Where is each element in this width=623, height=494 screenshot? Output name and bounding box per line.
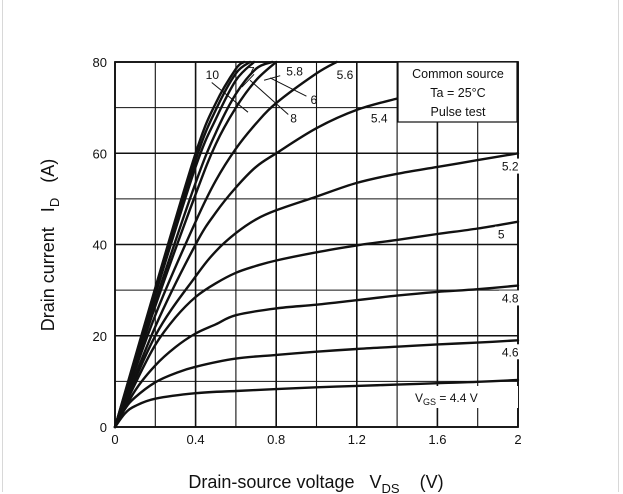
- plot-border: [114, 61, 519, 428]
- vgs-value: = 4.4 V: [436, 391, 478, 405]
- curve-vgs-5: [113, 220, 520, 429]
- y-tick-label: 0: [100, 420, 107, 435]
- curve-label-4-8: 4.8: [502, 291, 519, 305]
- y-axis-title: Drain current ID (A): [38, 159, 62, 331]
- y-tick-label: 60: [93, 146, 107, 161]
- curve-labels: 4.6 4.8 5 5.2 5.4 5.6 5.8 6 7 8 10: [206, 65, 526, 360]
- annotation-box: Common source Ta = 25°C Pulse test: [397, 61, 518, 123]
- label-leader-line: [241, 73, 255, 88]
- x-tick-label: 0.8: [267, 432, 285, 447]
- y-axis-unit: (A): [38, 159, 58, 183]
- curve-label-5-4: 5.4: [371, 112, 388, 126]
- x-tick-label: 2: [514, 432, 521, 447]
- curve-vgs-4-8: [113, 284, 520, 429]
- curve-vgs-4-6: [113, 339, 520, 429]
- curve-vgs-4-4: [113, 378, 520, 429]
- x-axis-label: Drain-source voltage: [188, 472, 354, 492]
- curve-label-bg: [498, 158, 526, 174]
- y-tick-label: 20: [93, 329, 107, 344]
- curve-label-5-8: 5.8: [286, 65, 303, 79]
- curve-label-8: 8: [290, 112, 297, 126]
- curve-label-bg: [498, 344, 526, 360]
- curve-vgs-5-4: [113, 97, 399, 429]
- curve-vgs-10: [113, 60, 246, 429]
- label-leader-line: [211, 82, 249, 113]
- curve-label-7: 7: [248, 65, 255, 79]
- curves: [113, 60, 520, 429]
- label-leader-line: [269, 77, 307, 97]
- curve-vgs-6: [113, 60, 274, 429]
- y-axis-symbol: I: [38, 207, 58, 212]
- curve-label-4-6: 4.6: [502, 345, 519, 359]
- annotation-line-2: Ta = 25°C: [430, 86, 485, 100]
- curve-label-10: 10: [206, 68, 220, 82]
- curve-label-5-2: 5.2: [502, 160, 519, 174]
- y-tick-label: 40: [93, 238, 107, 253]
- x-tick-label: 0: [111, 432, 118, 447]
- grid: [114, 61, 519, 428]
- annotation-line-3: Pulse test: [431, 105, 486, 119]
- curve-vgs-5-2: [113, 152, 520, 429]
- curve-label-bg: [494, 226, 508, 242]
- curve-label-5: 5: [498, 228, 505, 242]
- curve-vgs-5-6: [113, 60, 338, 429]
- curve-label-5-6: 5.6: [337, 68, 354, 82]
- label-leader-line: [263, 75, 281, 81]
- vgs-subscript: GS: [423, 397, 436, 407]
- annotation-box-border: [397, 61, 518, 123]
- curve-label-bg: [367, 110, 395, 126]
- vgs-label-bg: [412, 386, 518, 408]
- x-axis-subscript: DS: [382, 481, 400, 494]
- label-leader-line: [249, 79, 289, 115]
- x-tick-label: 0.4: [187, 432, 205, 447]
- annotation-line-1: Common source: [412, 67, 504, 81]
- x-tick-label: 1.2: [348, 432, 366, 447]
- x-axis-title: Drain-source voltage VDS (V): [188, 472, 443, 494]
- y-tick-label: 80: [93, 55, 107, 70]
- curve-label-bg: [498, 290, 526, 306]
- y-axis-subscript: D: [47, 198, 62, 207]
- vgs-symbol: V: [415, 391, 423, 405]
- x-axis-unit: (V): [420, 472, 444, 492]
- x-axis-symbol: V: [370, 472, 382, 492]
- vgs-label: VGS = 4.4 V: [415, 391, 478, 407]
- x-tick-label: 1.6: [428, 432, 446, 447]
- curve-label-6: 6: [310, 93, 317, 107]
- y-axis-label: Drain current: [38, 227, 58, 331]
